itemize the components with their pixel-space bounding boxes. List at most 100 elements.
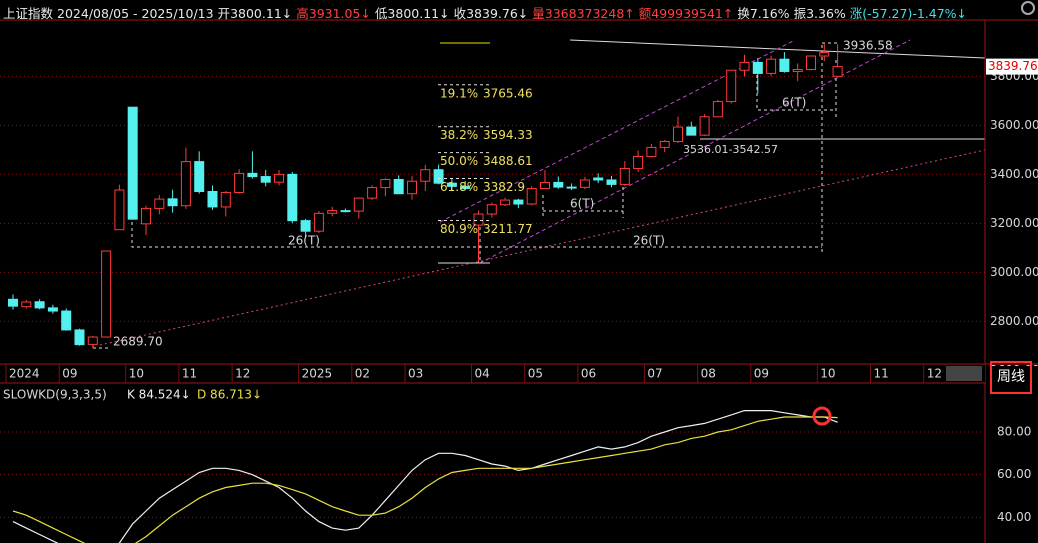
candle-body [194, 161, 205, 192]
fib-label: 80.9% [440, 222, 478, 236]
candle-body [646, 146, 657, 157]
y-tick-label: 2800.00 [990, 314, 1038, 328]
header-item: 振3.36% [793, 6, 846, 21]
legend-d: D 86.713↓ [197, 388, 262, 402]
candle-body [220, 191, 231, 208]
highlight-circle [812, 406, 832, 426]
x-tick-label: 05 [528, 367, 543, 381]
candle-body [101, 250, 112, 338]
span-label: 6(T) [782, 96, 806, 110]
kd-tick-label: 40.00 [997, 510, 1031, 524]
settings-icon[interactable] [1021, 1, 1035, 15]
kd-tick-label: 80.00 [997, 424, 1031, 438]
candle-body [792, 68, 803, 72]
candle-body [327, 210, 338, 214]
candle-body [247, 172, 258, 178]
header-items: 开3800.11↓ 高3931.05↓ 低3800.11↓ 收3839.76↓ 量336… [218, 6, 971, 21]
header: 上证指数 2024/08/05 - 2025/10/13 开3800.11↓ 高393… [3, 3, 975, 22]
candle-body [87, 336, 98, 345]
fib-label: 19.1% [440, 86, 478, 100]
scrollbar[interactable] [946, 366, 982, 381]
candle-body [540, 181, 550, 190]
header-item: 涨(-57.27)-1.47%↓ [849, 6, 968, 21]
x-tick-label: 12 [927, 367, 942, 381]
kd-line [12, 416, 838, 543]
candle-body [806, 55, 816, 70]
period-box[interactable] [990, 361, 1032, 394]
x-tick-label: 09 [754, 367, 769, 381]
candle-body [8, 298, 18, 307]
header-item: 低3800.11↓ [374, 6, 450, 21]
candle-body [180, 161, 191, 207]
header-item: 额499939541↑ [638, 6, 734, 21]
candle-body [526, 188, 537, 205]
drawings [92, 39, 986, 350]
candle-body [407, 180, 417, 195]
candle-body [34, 301, 45, 309]
fib-value: 3488.61 [483, 154, 533, 168]
fib-levels: 19.1% 3765.46 38.2% 3594.33 50.0% 3488.61 61.8… [438, 84, 533, 236]
candle-body [633, 155, 644, 169]
candle-body [367, 187, 378, 199]
candle-body [686, 126, 697, 136]
time-axis: 2024 09 10 11 12 2025 02 03 04 05 06 07 08 09 10 11 12 [5, 364, 942, 383]
candle-body [47, 307, 58, 312]
span-label: 26(T) [288, 234, 320, 248]
candle-body [61, 310, 72, 331]
kd-lines [12, 410, 838, 543]
span-label: 26(T) [633, 234, 665, 248]
fib-label: 61.8% [440, 180, 478, 194]
channel-line [479, 39, 911, 264]
header-item: 量3368373248↑ [532, 6, 635, 21]
x-tick-label: 09 [62, 367, 77, 381]
candle-body [726, 69, 737, 103]
fib-label: 38.2% [440, 128, 478, 142]
candle-body [819, 52, 830, 57]
index-name: 上证指数 [3, 6, 54, 21]
candle-body [260, 176, 271, 183]
kd-line [12, 410, 838, 543]
indicator-name: SLOWKD(9,3,3,5) [3, 388, 107, 402]
x-tick-label: 2025 [302, 367, 333, 381]
header-item: 开3800.11↓ [217, 6, 293, 21]
candle-body [553, 181, 564, 188]
candle-body [287, 173, 298, 222]
fib-label: 50.0% [440, 154, 478, 168]
candle-body [167, 198, 178, 207]
kd-panel: 40.00 60.00 80.00 [0, 410, 1031, 543]
candle-body [380, 178, 391, 189]
fib-value: 3594.33 [483, 128, 533, 142]
candle-body [460, 185, 471, 190]
candle-body [486, 204, 497, 215]
x-tick-label: 11 [182, 367, 197, 381]
support-line [99, 149, 986, 346]
span-label: 6(T) [570, 197, 594, 211]
candle-body [21, 301, 32, 308]
y-tick-label: 3000.00 [990, 265, 1038, 279]
candle-body [619, 167, 630, 185]
fib-value: 3211.77 [483, 222, 533, 236]
x-tick-label: 12 [235, 367, 250, 381]
candle-body [752, 61, 763, 74]
x-tick-label: 03 [408, 367, 423, 381]
kd-tick-label: 60.00 [997, 467, 1031, 481]
header-item: 高3931.05↓ [296, 6, 371, 21]
period-label[interactable]: 周线 [997, 369, 1025, 385]
candle-body [513, 199, 524, 205]
price-tag-label: 3839.76 [988, 59, 1038, 73]
header-item: 收3839.76↓ [453, 6, 529, 21]
candle-body [566, 186, 577, 189]
y-tick-label: 3400.00 [990, 167, 1038, 181]
x-tick-label: 10 [820, 367, 835, 381]
candle-body [340, 210, 351, 213]
candle-body [353, 197, 364, 212]
candle-body [500, 199, 511, 206]
grid [0, 75, 985, 371]
time-bar [0, 364, 985, 383]
candle-body [606, 179, 617, 185]
x-tick-label: 08 [701, 367, 716, 381]
candle-body [234, 172, 245, 193]
candle-body [313, 212, 324, 232]
x-tick-label: 07 [647, 367, 662, 381]
